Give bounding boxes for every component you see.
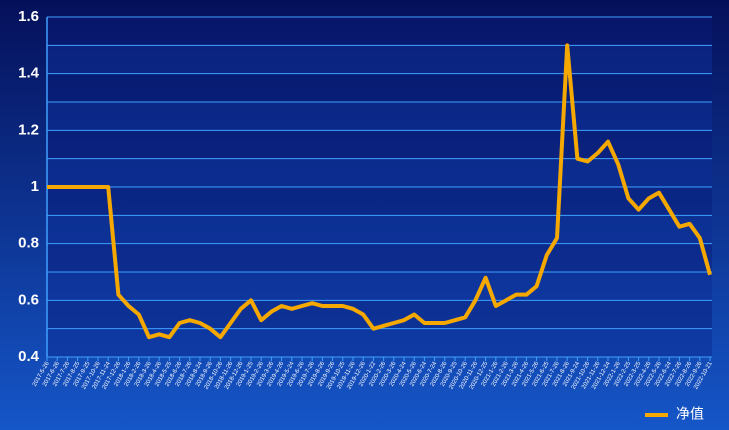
band (47, 158, 712, 187)
data-line (47, 43, 712, 340)
band (47, 272, 712, 301)
y-tick-label: 1 (31, 178, 39, 195)
band (47, 130, 712, 159)
band (47, 215, 712, 244)
band (47, 73, 712, 102)
y-tick-label: 0.4 (18, 348, 40, 365)
legend-label: 净值 (676, 406, 704, 422)
y-tick-label: 0.8 (18, 235, 39, 252)
band (47, 17, 712, 46)
band (47, 102, 712, 131)
band (47, 300, 712, 329)
band (47, 187, 712, 216)
y-tick-label: 1.4 (18, 65, 40, 82)
band (47, 243, 712, 272)
band (47, 45, 712, 74)
plot-bands (47, 17, 712, 357)
y-tick-label: 1.2 (18, 121, 39, 138)
y-tick-label: 0.6 (18, 291, 39, 308)
y-tick-label: 1.6 (18, 8, 39, 25)
